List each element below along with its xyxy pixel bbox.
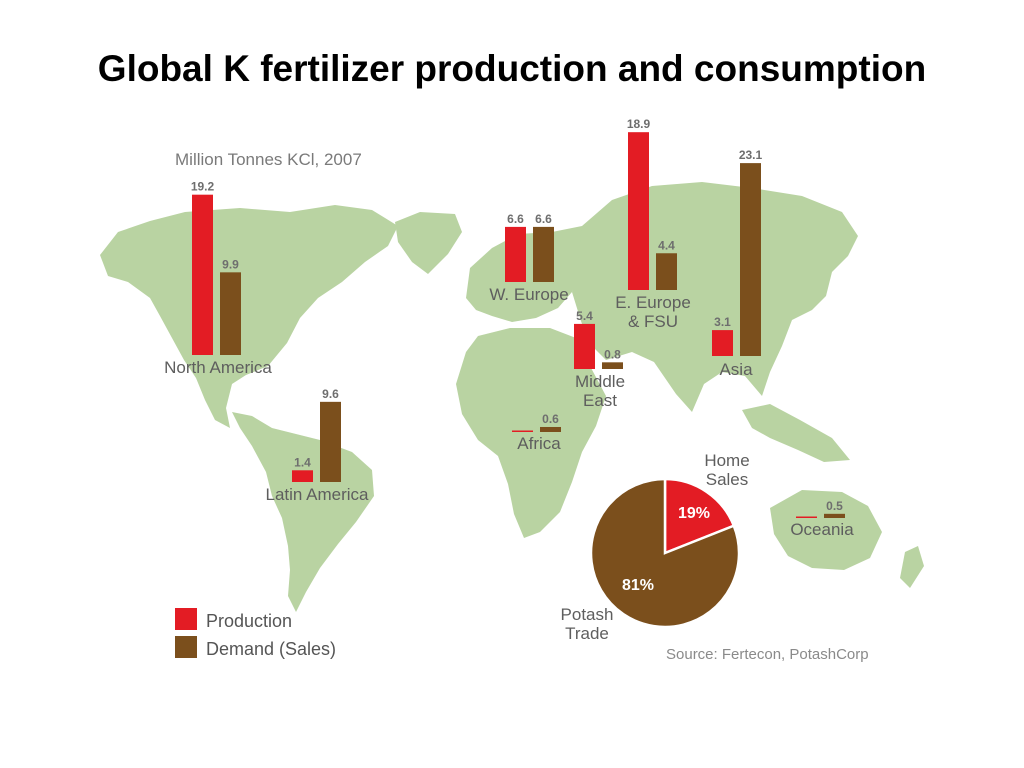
region-label-latin-america: Latin America [266, 485, 370, 504]
land-oceania [770, 490, 882, 570]
legend-label-production: Production [206, 611, 292, 631]
legend: Production Demand (Sales) [175, 608, 336, 659]
value-label-production-middle-east: 5.4 [576, 309, 593, 323]
land-europe [466, 226, 588, 322]
region-label-asia: Asia [719, 360, 753, 379]
bar-demand-africa [540, 426, 561, 432]
value-label-production-north-america: 19.2 [191, 180, 215, 194]
value-label-production-asia: 3.1 [714, 315, 731, 329]
pie-chart: 19% Home Sales 81% Potash Trade [561, 451, 750, 643]
region-label-north-america: North America [164, 358, 272, 377]
bar-production-oceania [796, 516, 817, 518]
region-labels-layer: North America Latin America W. Europe E. Eu… [164, 285, 854, 539]
land-africa [456, 328, 606, 538]
value-label-demand-north-america: 9.9 [222, 257, 239, 271]
pie-slice-home-sales [663, 477, 736, 555]
bar-demand-asia [740, 163, 761, 356]
value-label-demand-e-europe-fsu: 4.4 [658, 238, 675, 252]
bar-production-e-europe-fsu [628, 132, 649, 290]
bar-production-w-europe [505, 226, 526, 282]
chart-subtitle: Million Tonnes KCl, 2007 [175, 150, 362, 169]
land-north-america [100, 205, 398, 428]
region-label-middle-east: Middle East [575, 372, 625, 410]
land-greenland [395, 212, 462, 274]
bar-demand-latin-america [320, 401, 341, 482]
pie-caption-home-sales: Home Sales [704, 451, 749, 489]
region-label-africa: Africa [517, 434, 561, 453]
legend-swatch-demand [175, 636, 197, 658]
land-new-zealand [900, 546, 924, 588]
value-label-production-e-europe-fsu: 18.9 [627, 117, 651, 131]
value-label-demand-africa: 0.6 [542, 412, 559, 426]
source-note: Source: Fertecon, PotashCorp [666, 646, 869, 663]
value-label-demand-oceania: 0.5 [826, 499, 843, 513]
region-label-e-europe-fsu: E. Europe & FSU [615, 293, 691, 331]
land-southeast-asia [742, 404, 850, 462]
value-label-production-w-europe: 6.6 [507, 212, 524, 226]
bar-production-north-america [192, 194, 213, 355]
bar-demand-w-europe [533, 226, 554, 282]
legend-swatch-production [175, 608, 197, 630]
value-label-demand-w-europe: 6.6 [535, 212, 552, 226]
legend-label-demand: Demand (Sales) [206, 639, 336, 659]
bar-demand-north-america [220, 272, 241, 355]
pie-pct-label-home-sales: 19% [678, 505, 710, 522]
value-label-production-latin-america: 1.4 [294, 455, 311, 469]
bar-production-middle-east [574, 323, 595, 369]
value-label-demand-asia: 23.1 [739, 148, 763, 162]
pie-caption-potash-trade: Potash Trade [561, 605, 614, 643]
region-label-w-europe: W. Europe [489, 285, 568, 304]
bar-demand-middle-east [602, 362, 623, 369]
region-label-oceania: Oceania [790, 520, 854, 539]
slide-title: Global K fertilizer production and consu… [97, 48, 927, 89]
value-label-demand-middle-east: 0.8 [604, 347, 621, 361]
bars-layer: 19.2 9.9 1.4 9.6 6.6 6.6 18.9 4.4 5.4 0.8 0.6 3.1 23… [191, 117, 845, 518]
bar-production-asia [712, 330, 733, 356]
pie-pct-label-potash-trade: 81% [622, 577, 654, 594]
bar-production-africa [512, 430, 533, 432]
pie-slice-potash-trade [589, 477, 741, 629]
value-label-demand-latin-america: 9.6 [322, 387, 339, 401]
bar-demand-oceania [824, 513, 845, 518]
bar-demand-e-europe-fsu [656, 253, 677, 290]
bar-production-latin-america [292, 470, 313, 482]
land-latin-america [232, 412, 374, 612]
